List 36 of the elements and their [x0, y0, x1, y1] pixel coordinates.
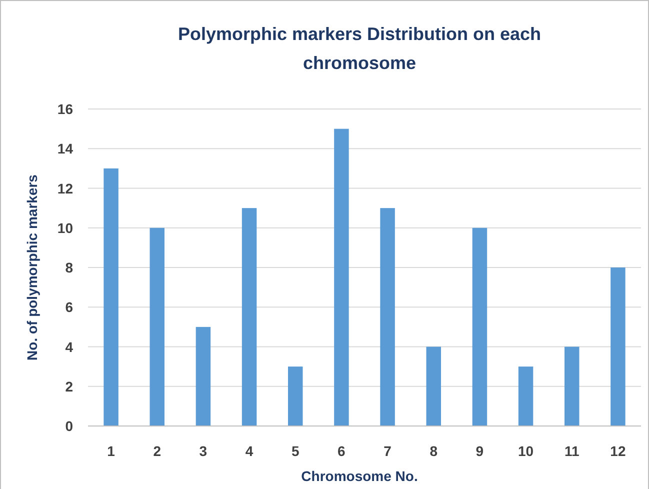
x-tick-label: 9: [476, 443, 484, 459]
y-tick-label: 16: [57, 101, 74, 117]
x-tick-label: 1: [107, 443, 116, 459]
bar: [426, 346, 441, 426]
x-tick-label: 7: [384, 443, 392, 459]
bar: [104, 168, 118, 426]
x-tick-label: 2: [153, 443, 162, 459]
x-tick-label: 5: [291, 443, 300, 459]
x-tick-label: 8: [430, 443, 438, 459]
bar: [564, 346, 580, 426]
y-tick-label: 0: [65, 418, 74, 434]
x-tick-label: 10: [518, 443, 534, 459]
y-tick-label: 6: [65, 299, 74, 316]
x-tick-label: 3: [199, 443, 208, 459]
y-axis-title: No. of polymorphic markers: [24, 174, 40, 360]
bar: [288, 366, 303, 426]
x-tick-label: 12: [610, 443, 626, 459]
bar: [380, 208, 395, 426]
y-tick-label: 12: [57, 180, 74, 196]
y-tick-label: 4: [65, 338, 74, 355]
y-tick-label: 2: [65, 378, 74, 394]
y-tick-label: 8: [65, 260, 74, 276]
bar: [150, 228, 164, 426]
bar: [472, 228, 488, 426]
bar: [610, 268, 626, 426]
x-tick-label: 6: [338, 443, 346, 459]
bar: [196, 326, 211, 426]
bar: [518, 366, 534, 426]
x-tick-label: 11: [564, 443, 580, 459]
bar: [242, 208, 257, 426]
y-tick-label: 10: [57, 220, 74, 236]
y-tick-label: 14: [57, 140, 74, 157]
x-axis-title: Chromosome No.: [301, 468, 418, 484]
bar: [334, 128, 349, 426]
chart-title: Polymorphic markers Distribution on each chromosome: [178, 24, 542, 73]
x-tick-label: 4: [245, 443, 254, 459]
